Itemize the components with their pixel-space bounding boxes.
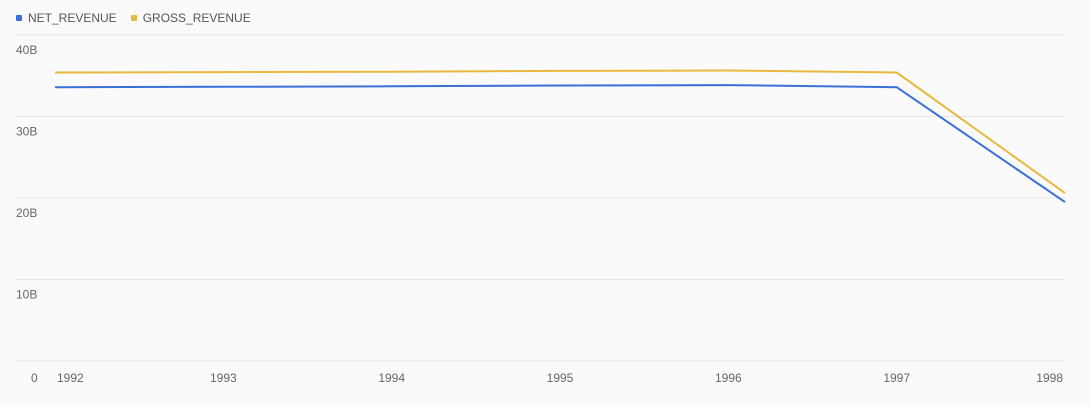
- x-axis: 1992 1993 1994 1995 1996 1997 1998: [57, 371, 1063, 385]
- x-tick-label-1996: 1996: [715, 371, 742, 385]
- legend-item-net-revenue[interactable]: NET_REVENUE: [16, 11, 117, 25]
- x-tick-label-1992: 1992: [57, 371, 84, 385]
- legend-marker-gross-revenue: [130, 15, 137, 21]
- y-tick-label-10: 10B: [16, 288, 37, 302]
- x-tick-label-1995: 1995: [547, 371, 574, 385]
- x-tick-label-1994: 1994: [378, 371, 405, 385]
- x-tick-label-1998: 1998: [1036, 371, 1063, 385]
- series-line-net-revenue[interactable]: [54, 84, 1066, 203]
- legend-marker-net-revenue: [16, 15, 22, 21]
- y-axis: 0 10B 20B 30B 40B: [16, 43, 38, 385]
- x-tick-label-1997: 1997: [883, 371, 910, 385]
- y-tick-label-40: 40B: [16, 43, 37, 57]
- x-tick-label-1993: 1993: [210, 371, 237, 385]
- chart-legend: NET_REVENUE GROSS_REVENUE: [16, 11, 251, 25]
- legend-item-gross-revenue[interactable]: GROSS_REVENUE: [130, 11, 251, 25]
- legend-label-net-revenue: NET_REVENUE: [28, 11, 117, 25]
- y-tick-label-20: 20B: [16, 206, 37, 220]
- grid-lines: [15, 34, 1065, 362]
- series-lines: [54, 69, 1066, 203]
- series-line-gross-revenue[interactable]: [54, 69, 1066, 194]
- legend-label-gross-revenue: GROSS_REVENUE: [142, 11, 251, 25]
- y-tick-label-0: 0: [31, 371, 38, 385]
- y-tick-label-30: 30B: [16, 125, 37, 139]
